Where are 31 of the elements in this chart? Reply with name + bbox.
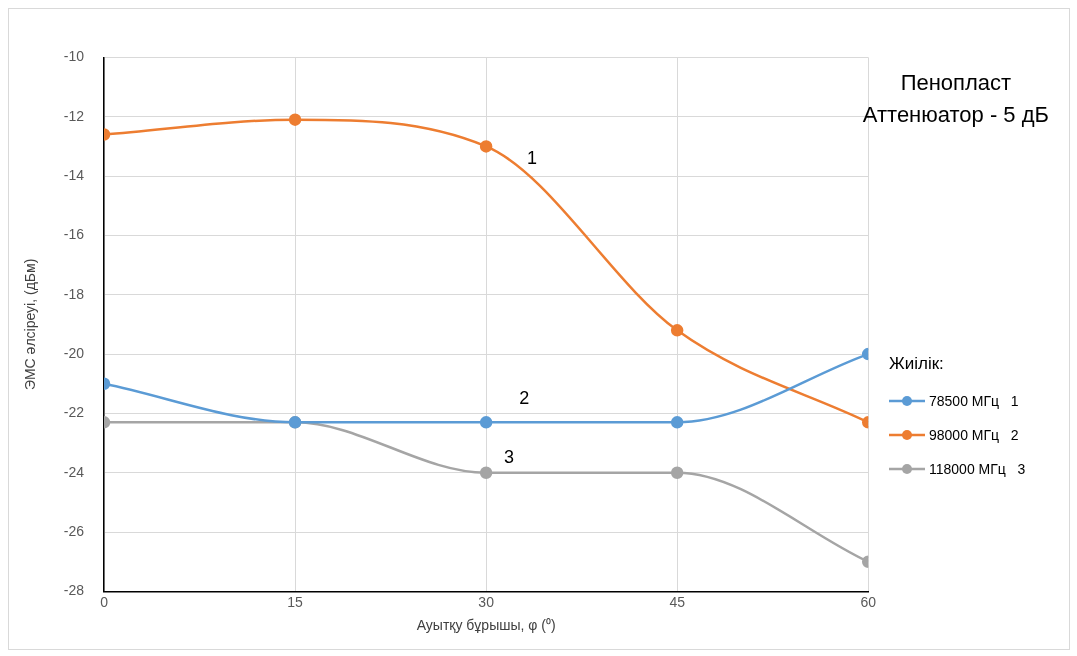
text: Пенопласт <box>899 69 1013 97</box>
annotation: 3 <box>504 446 515 467</box>
point <box>479 416 493 429</box>
y-axis-title: ЭМС әлсіреуі, (дБм) <box>22 258 39 391</box>
text: Аттенюатор - 5 дБ <box>862 101 1049 129</box>
y-tick-label: -16 <box>63 226 85 243</box>
y-tick-label: -20 <box>63 344 85 361</box>
y-tick-label: -24 <box>63 463 85 480</box>
x-tick-label: 60 <box>860 593 877 610</box>
legend-label: 78500 МГц 1 <box>929 393 1019 409</box>
y-tick-label: -18 <box>63 285 85 302</box>
legend-label: 98000 МГц 2 <box>929 427 1019 443</box>
point <box>670 416 684 429</box>
x-tick-label: 45 <box>669 593 686 610</box>
x-tick-label: 15 <box>287 593 304 610</box>
y-tick-label: -10 <box>63 48 85 65</box>
legend-label: 118000 МГц 3 <box>929 461 1026 477</box>
point <box>288 113 302 126</box>
annotation: 2 <box>519 388 530 409</box>
y-tick-label: -12 <box>63 107 85 124</box>
y-tick-label: -22 <box>63 404 85 421</box>
y-tick-label: -28 <box>63 582 85 599</box>
legend-title: Жиілік: <box>889 354 945 374</box>
x-axis-title: Ауытқу бұрышы, φ (⁰) <box>416 617 556 634</box>
x-tick-label: 0 <box>100 593 109 610</box>
annotation: 1 <box>526 147 537 168</box>
point <box>479 140 493 153</box>
point <box>670 324 684 337</box>
x-tick-label: 30 <box>478 593 495 610</box>
y-tick-label: -14 <box>63 166 85 183</box>
y-tick-label: -26 <box>63 522 85 539</box>
